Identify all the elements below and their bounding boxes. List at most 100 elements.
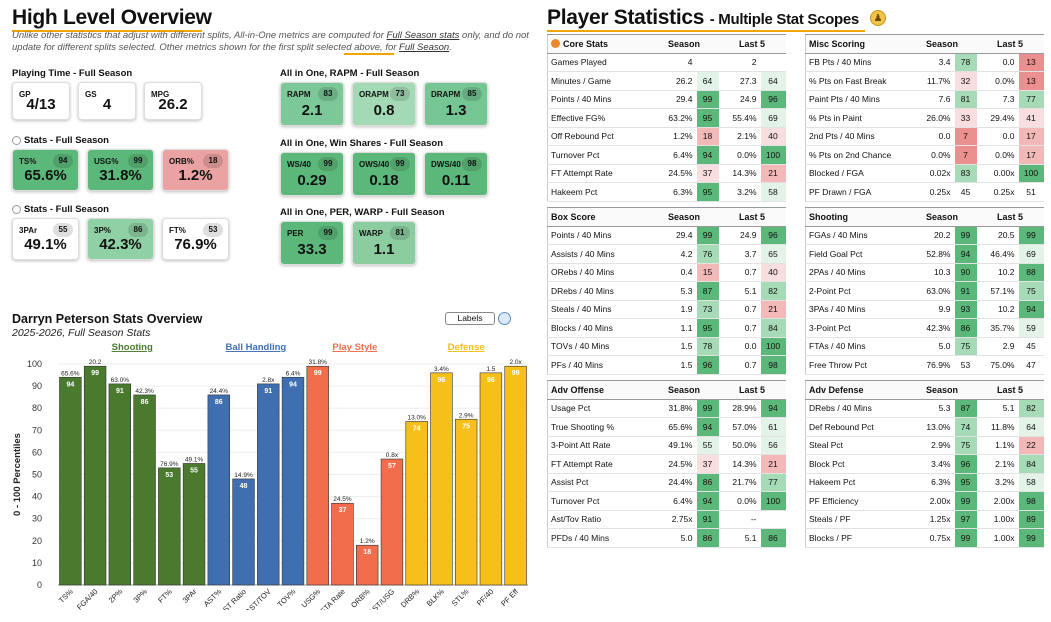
table-row: Steals / PF 1.25x 97 1.00x 89 <box>805 510 1044 529</box>
season-percentile: 15 <box>696 263 719 282</box>
stat-name: Turnover Pct <box>547 491 650 511</box>
stat-name: FTAs / 40 Mins <box>805 337 908 356</box>
stat-name: Blocks / 40 Mins <box>547 318 650 338</box>
stat-name: FB Pts / 40 Mins <box>805 53 908 72</box>
labels-button[interactable]: Labels <box>445 312 495 325</box>
last5-value: 3.7 <box>718 244 761 264</box>
stat-name: Games Played <box>547 53 650 72</box>
season-percentile: 93 <box>954 300 977 319</box>
playing-time-title: Playing Time - Full Season <box>12 68 133 79</box>
chart-subtitle: 2025-2026, Full Season Stats <box>12 327 151 339</box>
last5-percentile: 100 <box>1018 164 1044 183</box>
stat-name: FT Attempt Rate <box>547 454 650 474</box>
bar-raw-label: 20.2 <box>89 359 102 366</box>
season-value: 1.25x <box>907 510 955 529</box>
bar-raw-label: 42.3% <box>135 388 154 395</box>
bar-raw-label: 6.4% <box>286 370 301 377</box>
last5-percentile: 65 <box>760 244 786 264</box>
season-percentile: 53 <box>954 355 977 375</box>
season-value: 26.0% <box>907 108 955 128</box>
bar-raw-label: 1.5 <box>486 366 495 373</box>
season-percentile: 75 <box>954 337 977 356</box>
season-value: 65.6% <box>649 417 697 437</box>
last5-value: 46.4% <box>976 244 1019 264</box>
stat-name: FGAs / 40 Mins <box>805 226 908 245</box>
season-value: 13.0% <box>907 417 955 437</box>
table-title: Core Stats <box>547 34 650 54</box>
table-row: Assists / 40 Mins 4.2 76 3.7 65 <box>547 244 786 264</box>
last5-value: 0.7 <box>718 300 761 319</box>
player-stats-title-text: Player Statistics <box>547 6 705 29</box>
stat-name: Assists / 40 Mins <box>547 244 650 264</box>
table-row: Games Played 4 2 <box>547 53 786 72</box>
card-label: WS/40 <box>287 160 312 169</box>
stats1-radio[interactable] <box>12 136 21 145</box>
card-value: 65.6% <box>24 167 67 184</box>
season-percentile: 75 <box>954 436 977 455</box>
table-row: Ast/Tov Ratio 2.75x 91 -- <box>547 510 786 529</box>
season-percentile: 99 <box>696 226 719 245</box>
stats1-card-usg: USG% 31.8% 99 <box>87 149 154 191</box>
card-value: 0.8 <box>373 102 395 119</box>
last5-percentile: 40 <box>760 263 786 282</box>
season-percentile: 86 <box>954 318 977 338</box>
percentile-badge: 53 <box>203 223 223 237</box>
bar-percentile-label: 48 <box>240 483 248 490</box>
bar-percentile-label: 53 <box>165 472 173 479</box>
last5-value: 24.9 <box>718 90 761 109</box>
group-label-defense: Defense <box>448 342 485 353</box>
last5-value: 29.4% <box>976 108 1019 128</box>
season-percentile: 33 <box>954 108 977 128</box>
stat-name: TOVs / 40 Mins <box>547 337 650 356</box>
card-value: 0.29 <box>297 172 327 189</box>
bar-AST% <box>207 394 230 586</box>
bar-raw-label: 13.0% <box>407 414 426 421</box>
col-season-header: Season <box>907 34 977 54</box>
stat-scope-icon[interactable]: ♟ <box>870 10 886 26</box>
stat-name: DRebs / 40 Mins <box>547 281 650 301</box>
bar-percentile-label: 91 <box>116 388 124 395</box>
percentile-badge: 99 <box>318 157 338 171</box>
table-title-text: Adv Defense <box>809 384 864 395</box>
season-percentile: 7 <box>954 145 977 165</box>
table-row: FB Pts / 40 Mins 3.4 78 0.0 13 <box>805 53 1044 72</box>
stat-name: FT Attempt Rate <box>547 164 650 183</box>
season-value: 6.4% <box>649 491 697 511</box>
last5-value: 2.1% <box>718 127 761 146</box>
playing-time-card-gp: GP 4/13 <box>12 82 70 120</box>
last5-percentile: 94 <box>1018 300 1044 319</box>
table-misc-scoring: Misc Scoring Season Last 5 FB Pts / 40 Mins… <box>805 34 1044 202</box>
last5-value: 0.7 <box>718 355 761 375</box>
season-percentile: 99 <box>954 226 977 245</box>
bar-2P% <box>108 383 132 586</box>
title-underline <box>12 30 202 32</box>
season-value: 26.2 <box>649 71 697 91</box>
percentile-badge: 99 <box>318 226 338 240</box>
last5-value: 0.25x <box>976 182 1019 202</box>
table-row: Free Throw Pct 76.9% 53 75.0% 47 <box>805 355 1044 375</box>
overview-title: High Level Overview <box>12 6 212 29</box>
season-value: 31.8% <box>649 399 697 418</box>
card-value: 2.1 <box>301 102 323 119</box>
stat-name: 2PAs / 40 Mins <box>805 263 908 282</box>
stat-name: Off Rebound Pct <box>547 127 650 146</box>
table-row: FT Attempt Rate 24.5% 37 14.3% 21 <box>547 454 786 474</box>
season-value: 0.0 <box>907 127 955 146</box>
stat-name: Minutes / Game <box>547 71 650 91</box>
last5-percentile: 13 <box>1018 71 1044 91</box>
card-label: TS% <box>19 157 37 166</box>
rapm-title: All in One, RAPM - Full Season <box>280 68 420 79</box>
card-label: USG% <box>94 157 119 166</box>
stat-name: Points / 40 Mins <box>547 90 650 109</box>
stats2-radio[interactable] <box>12 205 21 214</box>
labels-toggle[interactable] <box>498 312 511 325</box>
last5-percentile: 99 <box>1018 226 1044 245</box>
last5-value: 0.0 <box>976 53 1019 72</box>
last5-value: 3.2% <box>976 473 1019 492</box>
y-tick-label: 70 <box>32 425 42 435</box>
table-title-text: Shooting <box>809 211 848 222</box>
bar-FGA/40 <box>83 365 107 586</box>
per-warp-card-warp: WARP 1.1 81 <box>352 221 416 265</box>
last5-percentile: 45 <box>1018 337 1044 356</box>
stat-name: Block Pct <box>805 454 908 474</box>
